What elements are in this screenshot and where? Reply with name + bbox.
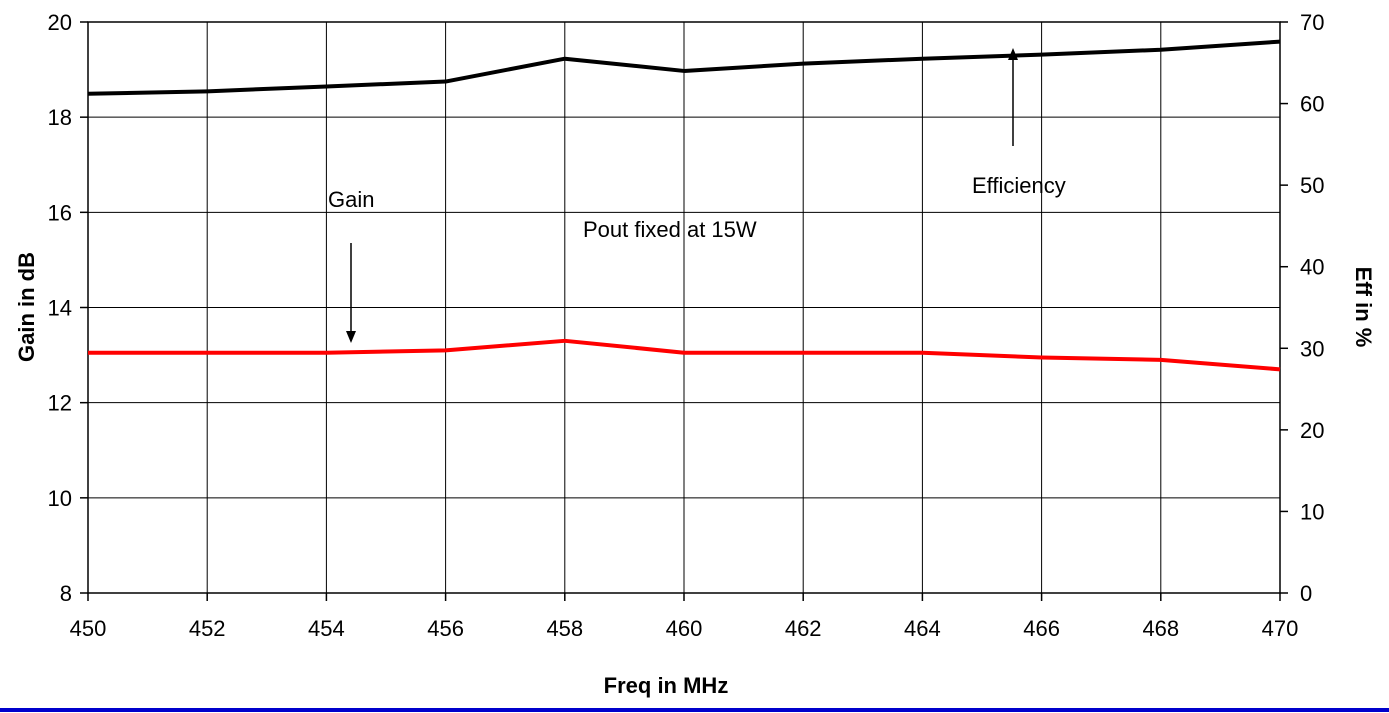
x-axis-title: Freq in MHz [604, 673, 729, 698]
gain-line [88, 338, 1281, 372]
x-tick-label: 454 [308, 616, 345, 641]
y-axis-left-title: Gain in dB [14, 252, 39, 362]
x-tick-label: 460 [666, 616, 703, 641]
gain-annotation: Gain [328, 187, 374, 212]
y-right-tick-label: 60 [1300, 92, 1324, 117]
x-tick-label: 456 [427, 616, 464, 641]
right-axis-ticks: 0 10 20 30 40 50 60 70 [1280, 10, 1324, 606]
x-tick-label: 470 [1262, 616, 1299, 641]
x-axis-ticks: 450 452 454 456 458 460 462 464 466 468 470 [70, 593, 1299, 641]
grid-lines [87, 21, 1281, 594]
y-right-tick-label: 40 [1300, 255, 1324, 280]
y-left-tick-label: 18 [48, 105, 72, 130]
x-tick-label: 452 [189, 616, 226, 641]
gain-arrow-head [346, 331, 356, 343]
x-tick-label: 468 [1142, 616, 1179, 641]
efficiency-arrow-head [1008, 48, 1018, 60]
x-tick-label: 464 [904, 616, 941, 641]
y-axis-right-title: Eff in % [1351, 267, 1376, 348]
x-tick-label: 458 [546, 616, 583, 641]
y-left-tick-label: 14 [48, 296, 72, 321]
y-left-tick-label: 16 [48, 200, 72, 225]
series-lines [87, 39, 1281, 372]
y-right-tick-label: 0 [1300, 581, 1312, 606]
y-left-tick-label: 10 [48, 486, 72, 511]
x-tick-label: 450 [70, 616, 107, 641]
y-right-tick-label: 30 [1300, 336, 1324, 361]
y-right-tick-label: 70 [1300, 10, 1324, 35]
x-tick-label: 466 [1023, 616, 1060, 641]
y-left-tick-label: 8 [60, 581, 72, 606]
y-left-tick-label: 12 [48, 391, 72, 416]
y-right-tick-label: 20 [1300, 418, 1324, 443]
efficiency-line [87, 39, 1281, 96]
y-right-tick-label: 50 [1300, 173, 1324, 198]
pout-note: Pout fixed at 15W [583, 217, 757, 242]
y-right-tick-label: 10 [1300, 499, 1324, 524]
y-left-tick-label: 20 [48, 10, 72, 35]
efficiency-annotation: Efficiency [972, 173, 1066, 198]
left-axis-ticks: 8 10 12 14 16 18 20 [48, 10, 88, 606]
x-tick-label: 462 [785, 616, 822, 641]
